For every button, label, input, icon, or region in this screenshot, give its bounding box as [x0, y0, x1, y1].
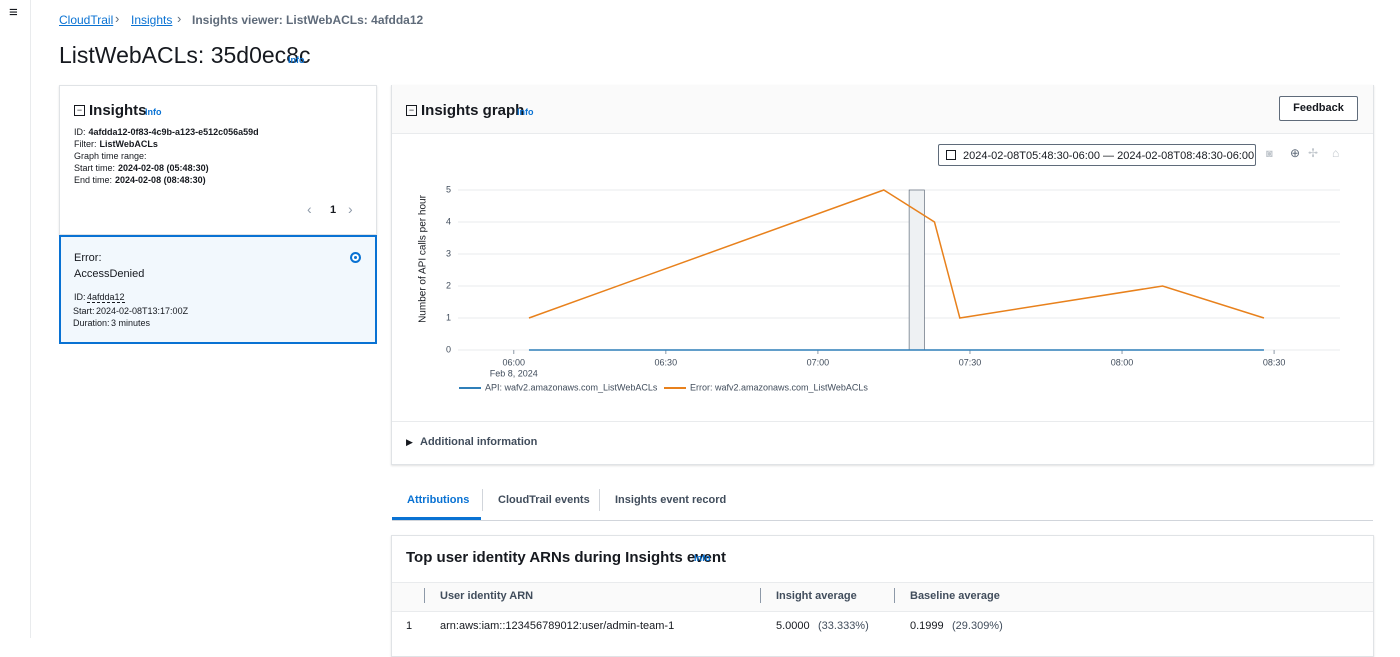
start-label: Start:	[73, 306, 95, 316]
calendar-icon	[946, 150, 956, 160]
insights-panel	[59, 85, 377, 235]
separator: ›	[177, 11, 182, 26]
cell: 0.1999	[910, 620, 944, 632]
column-separator	[760, 588, 761, 603]
active-tab-indicator	[392, 517, 481, 520]
table-title: Top user identity ARNs during Insights e…	[406, 549, 727, 566]
graph-panel	[391, 85, 1374, 465]
column-header[interactable]: User identity ARN	[440, 590, 534, 602]
detail-value: ListWebACLs	[99, 139, 158, 149]
info-link[interactable]: Info	[694, 553, 711, 563]
id: 4afdda12	[87, 292, 125, 303]
collapse-icon[interactable]: −	[406, 105, 417, 116]
tab-baseline	[392, 520, 1373, 521]
duration: 3 minutes	[111, 318, 151, 328]
cell: (29.309%)	[952, 620, 1003, 632]
detail-label: Graph time range:	[74, 151, 147, 161]
breadcrumb-link[interactable]: CloudTrail	[59, 13, 114, 27]
page-title: ListWebACLs: 35d0ec8c	[59, 42, 311, 68]
detail-label: End time:	[74, 175, 113, 185]
separator: ›	[115, 11, 120, 26]
detail-value: 2024-02-08 (05:48:30)	[118, 163, 209, 173]
column-separator	[424, 588, 425, 603]
id-label: ID:	[74, 292, 86, 302]
home-icon[interactable]: ⌂	[1332, 146, 1340, 160]
info-link[interactable]: Info	[145, 107, 162, 117]
cell: (33.333%)	[818, 620, 869, 632]
start: 2024-02-08T13:17:00Z	[96, 306, 189, 316]
prev-page[interactable]: ‹	[307, 201, 312, 217]
panel-title: Insights	[89, 102, 147, 119]
tab[interactable]: CloudTrail events	[498, 494, 590, 506]
table-header	[392, 582, 1373, 612]
detail-value: 2024-02-08 (08:48:30)	[115, 175, 206, 185]
camera-icon[interactable]: ◙	[1266, 148, 1273, 160]
radio[interactable]	[350, 252, 361, 263]
tab-separator	[599, 489, 600, 511]
pan-icon[interactable]: ✢	[1308, 146, 1319, 160]
page-number[interactable]: 1	[330, 204, 337, 216]
column-header[interactable]: Baseline average	[910, 590, 1000, 602]
next-page[interactable]: ›	[348, 201, 353, 217]
detail-label: ID:	[74, 127, 86, 137]
insight-card[interactable]	[59, 235, 377, 344]
column-header[interactable]: Insight average	[776, 590, 857, 602]
info-link[interactable]: Info	[517, 107, 534, 117]
detail-value: 4afdda12-0f83-4c9b-a123-e512c056a59d	[88, 127, 259, 137]
tab[interactable]: Attributions	[407, 494, 470, 506]
expandable-section[interactable]: Additional information	[420, 436, 538, 448]
type: AccessDenied	[74, 268, 145, 280]
tab-separator	[482, 489, 483, 511]
cell: 5.0000	[776, 620, 810, 632]
breadcrumb-link[interactable]: Insights	[131, 13, 173, 27]
menu-button[interactable]: ≡	[9, 4, 18, 21]
column-separator	[894, 588, 895, 603]
detail-label: Filter:	[74, 139, 97, 149]
cell: 1	[406, 620, 413, 632]
info-link[interactable]: Info	[288, 55, 305, 65]
expand-icon[interactable]: ▶	[406, 437, 413, 447]
panel-title: Insights graph	[421, 102, 525, 119]
divider	[392, 421, 1373, 422]
collapse-icon[interactable]: −	[74, 105, 85, 116]
detail-label: Start time:	[74, 163, 116, 173]
feedback-button[interactable]: Feedback	[1279, 96, 1358, 121]
duration-label: Duration:	[73, 318, 110, 328]
breadcrumb-current: Insights viewer: ListWebACLs: 4afdda12	[192, 13, 424, 27]
tab[interactable]: Insights event record	[615, 494, 727, 506]
time-range-picker[interactable]: 2024-02-08T05:48:30-06:00 — 2024-02-08T0…	[938, 144, 1256, 166]
side-nav	[0, 0, 31, 638]
panel-header	[392, 85, 1373, 134]
type-label: Error:	[74, 252, 102, 264]
zoom-icon[interactable]: ⊕	[1290, 146, 1301, 160]
cell: arn:aws:iam::123456789012:user/admin-tea…	[440, 620, 675, 632]
